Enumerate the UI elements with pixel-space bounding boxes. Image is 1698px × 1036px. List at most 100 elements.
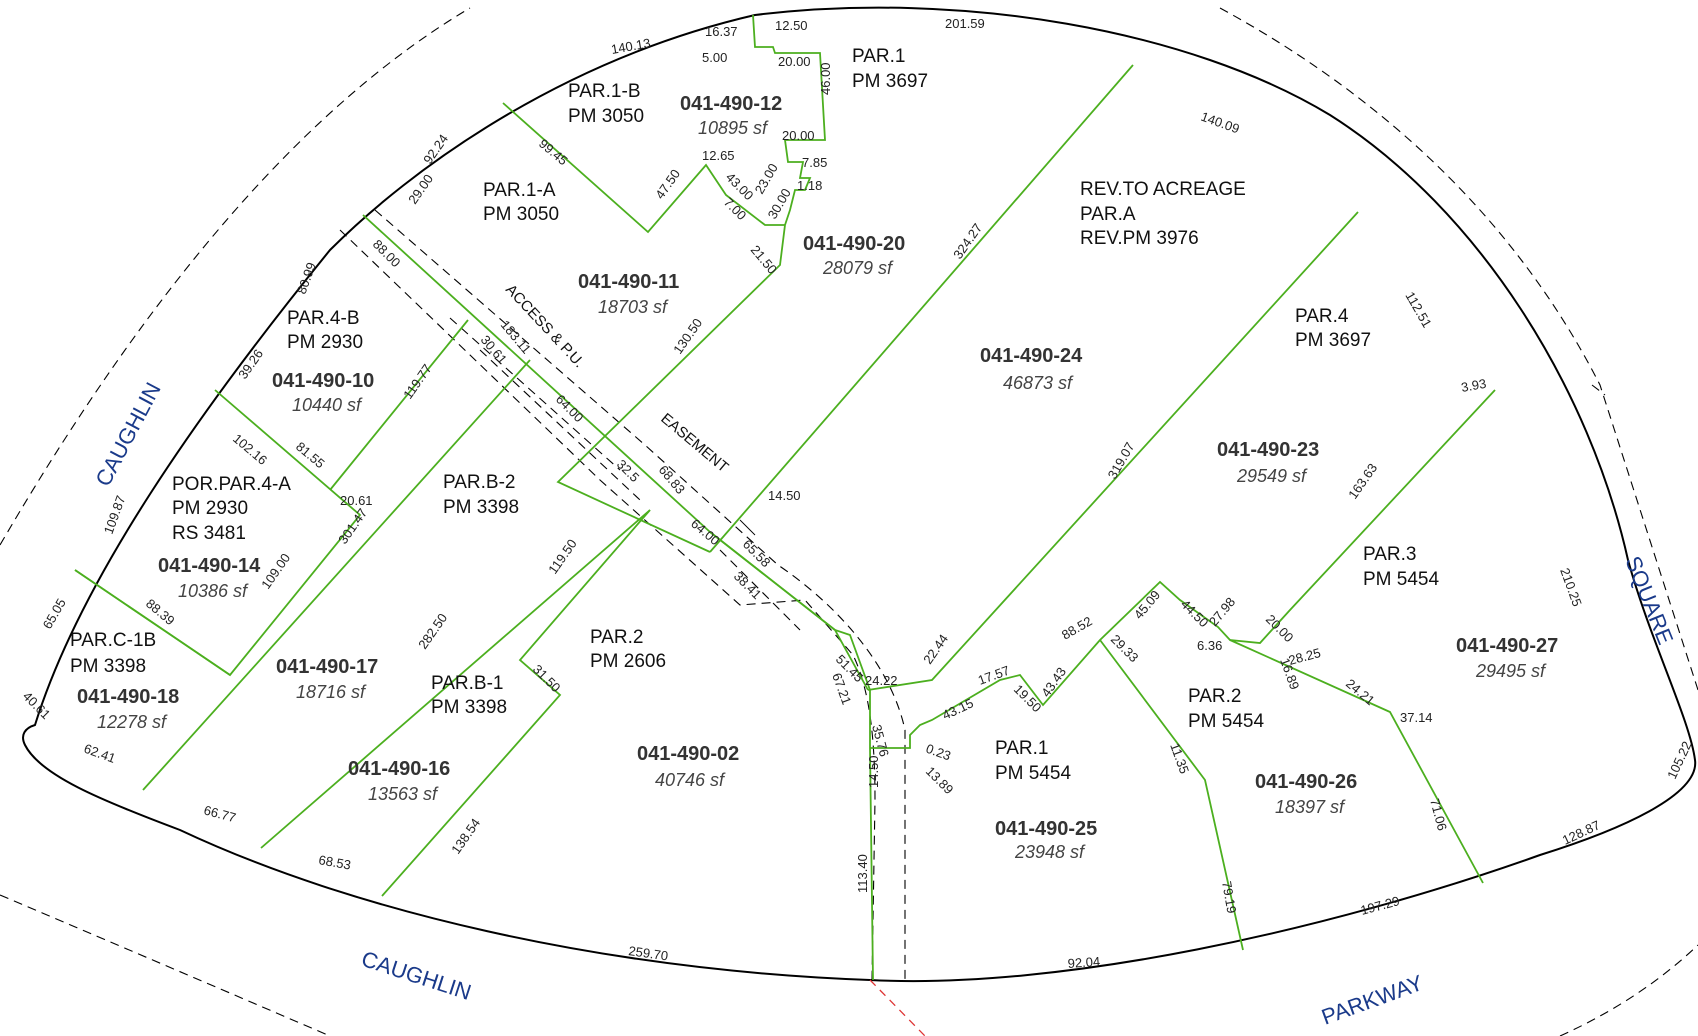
dimension-label: 35.76: [869, 723, 892, 758]
svg-text:041-490-12: 041-490-12: [680, 93, 782, 115]
lot-lines: [74, 14, 1496, 981]
dimension-label: 22.44: [920, 631, 951, 666]
svg-text:041-490-23: 041-490-23: [1217, 439, 1319, 461]
dimension-label: 43.15: [940, 695, 976, 722]
svg-text:PAR.A: PAR.A: [1080, 204, 1136, 225]
dimension-label: 44.50: [1178, 597, 1212, 631]
svg-text:PAR.1-B: PAR.1-B: [568, 81, 641, 102]
svg-text:46873 sf: 46873 sf: [1003, 373, 1074, 393]
svg-text:041-490-16: 041-490-16: [348, 758, 450, 780]
svg-text:POR.PAR.4-A: POR.PAR.4-A: [172, 474, 291, 495]
dimension-label: 99.45: [536, 136, 571, 168]
dimension-label: 64.00: [553, 392, 587, 426]
dimension-label: 102.16: [230, 431, 270, 468]
parcel-041-490-11[interactable]: PAR.1-A PM 3050 041-490-11 18703 sf: [483, 180, 679, 317]
svg-text:18397 sf: 18397 sf: [1275, 797, 1346, 817]
parcel-041-490-26[interactable]: PAR.2 PM 5454 041-490-26 18397 sf: [1188, 686, 1357, 817]
street-label-caughlin-west: CAUGHLIN: [90, 378, 165, 490]
svg-text:PM 5454: PM 5454: [1363, 569, 1439, 590]
parcel-041-490-17[interactable]: PAR.B-2 PM 3398 041-490-17 18716 sf: [276, 472, 519, 702]
dimension-label: 282.50: [415, 611, 450, 652]
dimension-label: 109.87: [101, 494, 129, 536]
dimension-label: 6.36: [1197, 638, 1222, 653]
svg-text:041-490-17: 041-490-17: [276, 656, 378, 678]
svg-text:PM 2606: PM 2606: [590, 651, 666, 672]
svg-text:PAR.C-1B: PAR.C-1B: [70, 630, 156, 651]
dimension-label: 21.50: [748, 242, 780, 277]
svg-text:29549 sf: 29549 sf: [1236, 466, 1308, 486]
dimension-label: 88.00: [370, 237, 404, 271]
svg-text:18703 sf: 18703 sf: [598, 297, 669, 317]
svg-text:041-490-26: 041-490-26: [1255, 771, 1357, 793]
dimension-label: 28.25: [1287, 645, 1322, 668]
svg-text:10386 sf: 10386 sf: [178, 581, 249, 601]
dimension-label: 13.89: [923, 764, 957, 798]
dimension-label: 43.43: [1038, 664, 1069, 699]
dimension-label: 79.19: [1219, 880, 1239, 915]
dimension-label: 163.63: [1345, 461, 1380, 502]
dimension-label: 1.18: [797, 178, 822, 193]
svg-text:PM 2930: PM 2930: [172, 498, 248, 519]
svg-text:PM 3050: PM 3050: [483, 204, 559, 225]
svg-text:PAR.1-A: PAR.1-A: [483, 180, 556, 201]
svg-text:REV.TO ACREAGE: REV.TO ACREAGE: [1080, 179, 1246, 200]
parcel-041-490-16[interactable]: PAR.B-1 PM 3398 041-490-16 13563 sf: [348, 673, 507, 804]
dimension-label: 88.52: [1059, 613, 1095, 642]
dimension-label: 68.53: [317, 852, 352, 872]
svg-text:REV.PM 3976: REV.PM 3976: [1080, 228, 1199, 249]
parcel-041-490-18[interactable]: PAR.C-1B PM 3398 041-490-18 12278 sf: [70, 630, 179, 732]
dimension-label: 11.35: [1167, 741, 1192, 776]
svg-text:PM 3398: PM 3398: [443, 497, 519, 518]
dimension-label: 7.85: [802, 155, 827, 170]
svg-text:041-490-11: 041-490-11: [578, 271, 679, 293]
svg-text:29495 sf: 29495 sf: [1475, 661, 1547, 681]
dimension-label: 31.50: [530, 662, 564, 696]
parcel-labels: PAR.1-B PM 3050 041-490-12 10895 sf PAR.…: [70, 46, 1558, 862]
parcel-041-490-25[interactable]: PAR.1 PM 5454 041-490-25 23948 sf: [995, 738, 1097, 862]
svg-text:10440 sf: 10440 sf: [292, 395, 363, 415]
dimension-label: 92.04: [1067, 954, 1101, 971]
dimension-label: 12.50: [775, 18, 808, 33]
dimension-label: 210.25: [1557, 566, 1585, 608]
parcel-041-490-14[interactable]: POR.PAR.4-A PM 2930 RS 3481 041-490-14 1…: [158, 474, 291, 601]
svg-text:23948 sf: 23948 sf: [1014, 842, 1086, 862]
parcel-041-490-24[interactable]: REV.TO ACREAGE PAR.A REV.PM 3976 041-490…: [980, 179, 1246, 393]
dimension-label: 259.70: [628, 943, 669, 963]
svg-text:PM 5454: PM 5454: [1188, 711, 1264, 732]
svg-text:PM 5454: PM 5454: [995, 763, 1071, 784]
dimension-label: 30.61: [478, 332, 510, 367]
dimension-label: 65.58: [740, 537, 774, 571]
parcel-041-490-27[interactable]: PAR.3 PM 5454 041-490-27 29495 sf: [1363, 544, 1558, 681]
dimension-label: 19.50: [1011, 682, 1045, 716]
dimension-label: 128.87: [1560, 817, 1602, 847]
dimension-label: 201.59: [945, 16, 985, 31]
dimension-label: 27.98: [1206, 594, 1238, 629]
dimension-label: 71.06: [1427, 797, 1450, 832]
dimension-label: 138.54: [448, 816, 483, 857]
dimension-label: 80.99: [294, 260, 319, 296]
svg-text:PAR.1: PAR.1: [852, 46, 906, 67]
parcel-041-490-23[interactable]: PAR.4 PM 3697 041-490-23 29549 sf: [1217, 306, 1371, 486]
parcel-041-490-20[interactable]: PAR.1 PM 3697 041-490-20 28079 sf: [803, 46, 928, 278]
dimension-label: 37.14: [1400, 710, 1433, 725]
dimension-label: 65.05: [40, 596, 69, 632]
svg-text:PAR.B-2: PAR.B-2: [443, 472, 516, 493]
parcel-041-490-02[interactable]: PAR.2 PM 2606 041-490-02 40746 sf: [590, 627, 739, 790]
svg-text:PM 3697: PM 3697: [852, 71, 928, 92]
dimension-label: 109.00: [258, 551, 293, 592]
svg-text:041-490-20: 041-490-20: [803, 233, 905, 255]
parcel-041-490-10[interactable]: PAR.4-B PM 2930 041-490-10 10440 sf: [272, 308, 374, 415]
svg-text:13563 sf: 13563 sf: [368, 784, 439, 804]
dimension-label: 23.00: [752, 161, 781, 197]
svg-text:041-490-25: 041-490-25: [995, 818, 1097, 840]
dimension-label: 140.13: [610, 35, 652, 57]
parcel-041-490-12[interactable]: PAR.1-B PM 3050 041-490-12 10895 sf: [568, 81, 782, 138]
dimension-label: 66.77: [202, 802, 237, 825]
row-arc-north: [0, 7, 1698, 691]
dimension-label: 20.61: [340, 493, 373, 508]
dimension-label: 5.00: [702, 50, 727, 65]
svg-text:PM 3697: PM 3697: [1295, 330, 1371, 351]
dimension-label: 20.00: [782, 128, 815, 143]
dimension-label: 62.41: [82, 741, 118, 766]
subdivision-boundary: [22, 6, 1697, 983]
